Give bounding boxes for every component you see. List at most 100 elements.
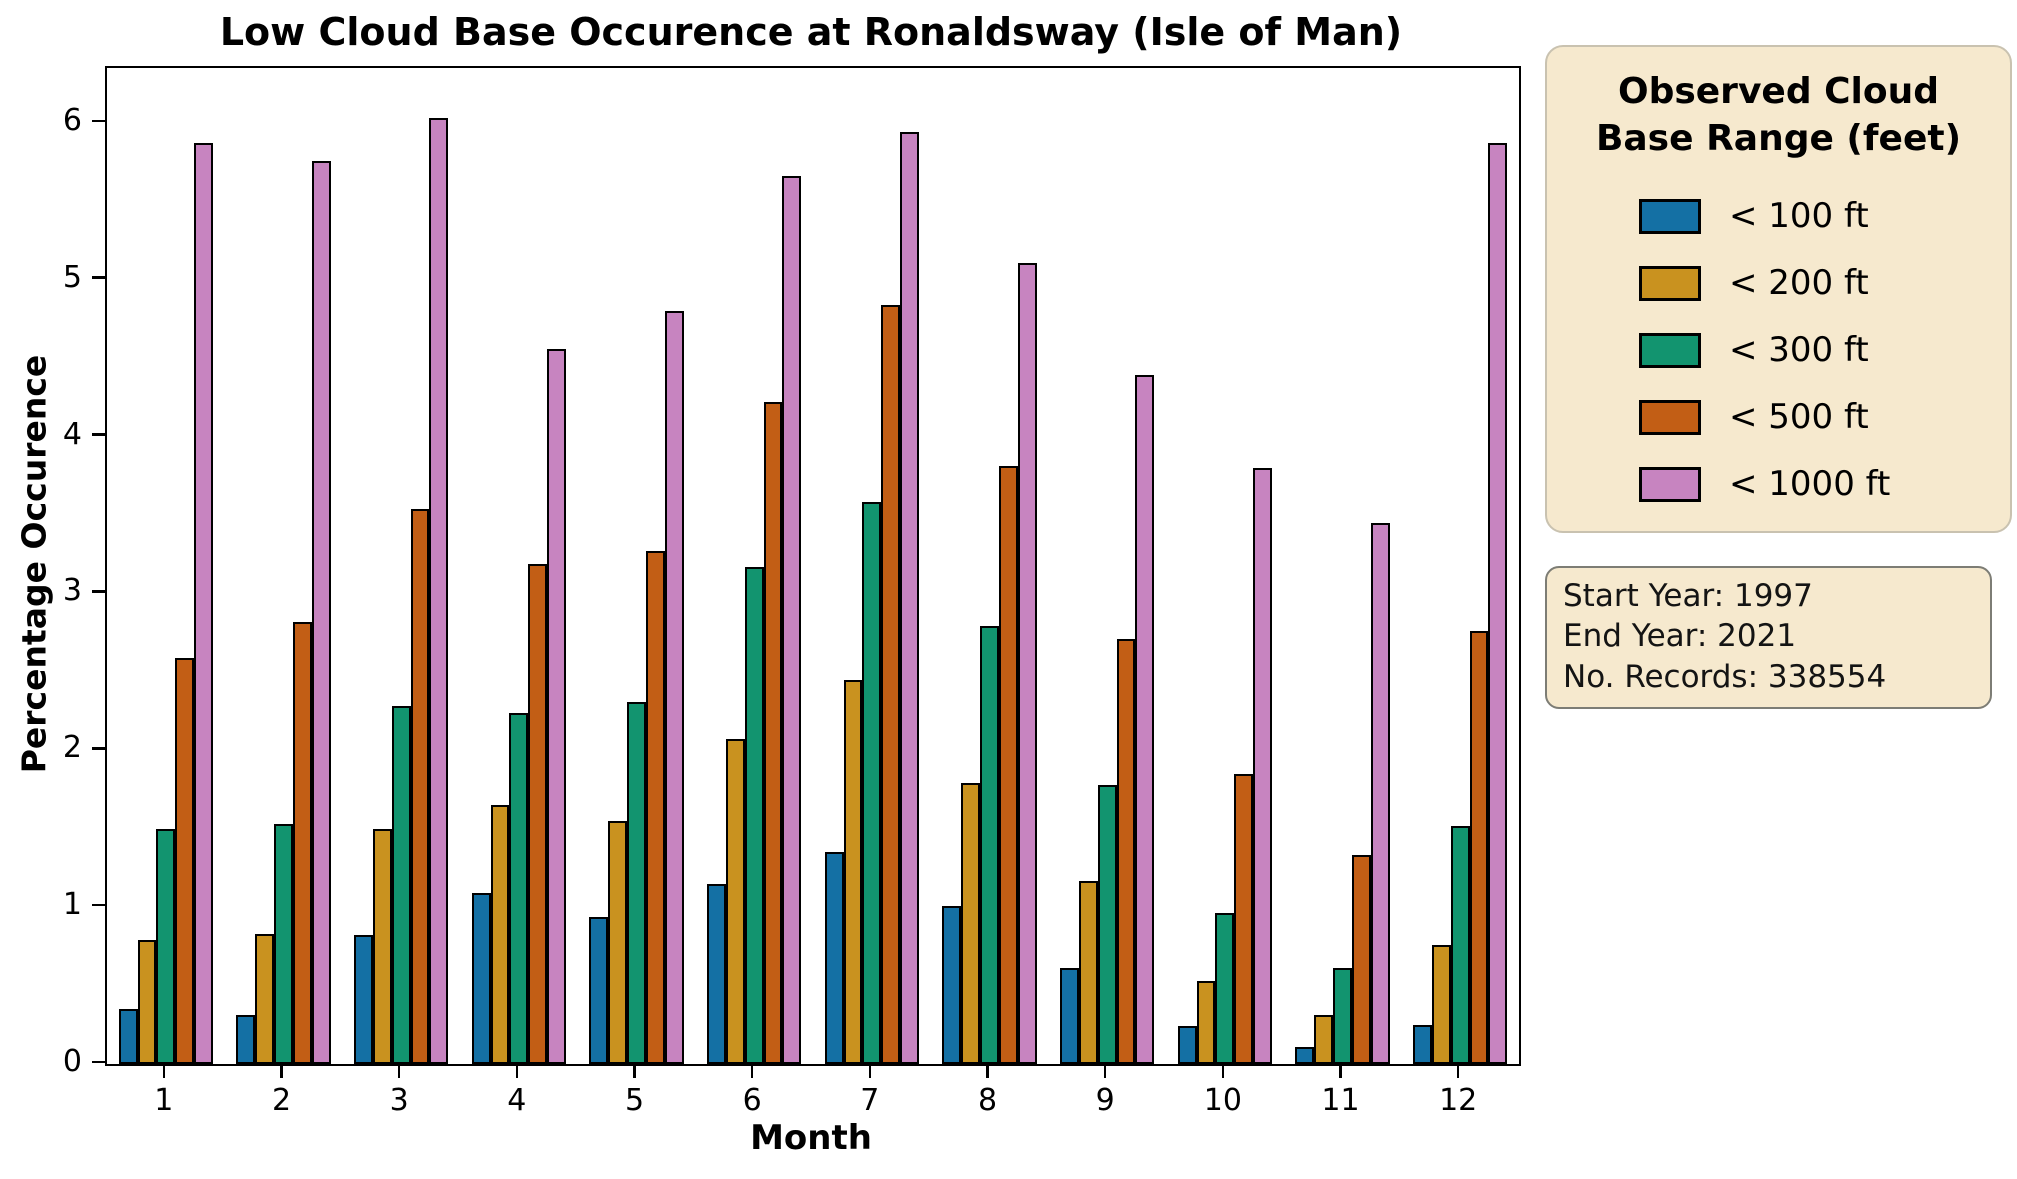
bar-1000ft-month-3 (429, 118, 449, 1064)
bar-300ft-month-12 (1450, 825, 1470, 1064)
legend-swatch (1639, 198, 1701, 234)
x-tick-mark (1456, 1064, 1460, 1078)
bar-300ft-month-2 (274, 824, 293, 1064)
legend-title: Observed Cloud Base Range (feet) (1547, 69, 2010, 163)
y-tick-mark (92, 119, 105, 123)
bar-1000ft-month-6 (782, 176, 802, 1064)
plot-area (105, 66, 1521, 1066)
bar-100ft-month-2 (236, 1015, 256, 1064)
bar-200ft-month-3 (372, 828, 392, 1064)
legend-items: < 100 ft < 200 ft < 300 ft < 500 ft < 1000 f… (1547, 183, 2010, 518)
legend-swatch (1639, 332, 1701, 368)
bar-500ft-month-5 (645, 551, 665, 1064)
bar-300ft-month-6 (744, 566, 764, 1064)
bar-500ft-month-10 (1234, 773, 1254, 1064)
chart-title: Low Cloud Base Occurence at Ronaldsway (… (219, 10, 1403, 54)
y-axis-label: Percentage Occurence (14, 354, 54, 774)
bar-200ft-month-1 (137, 940, 157, 1064)
legend: Observed Cloud Base Range (feet) < 100 f… (1545, 45, 2012, 533)
x-tick-mark (280, 1064, 283, 1078)
legend-item-label: < 300 ft (1729, 330, 1869, 371)
bar-500ft-month-9 (1116, 638, 1136, 1064)
bar-500ft-month-3 (410, 508, 430, 1064)
legend-item: < 300 ft (1547, 317, 2010, 384)
bar-500ft-month-6 (763, 402, 783, 1064)
legend-swatch (1639, 399, 1701, 435)
bar-1000ft-month-5 (664, 311, 684, 1064)
bar-300ft-month-11 (1333, 968, 1352, 1064)
bar-300ft-month-9 (1097, 784, 1117, 1064)
bar-200ft-month-8 (961, 783, 981, 1064)
bar-300ft-month-7 (862, 502, 882, 1064)
bar-500ft-month-12 (1469, 631, 1489, 1064)
x-tick-mark (633, 1064, 636, 1078)
bar-100ft-month-8 (942, 905, 962, 1064)
bar-100ft-month-6 (707, 883, 726, 1064)
x-tick-label: 8 (977, 1083, 998, 1118)
bar-100ft-month-1 (118, 1009, 138, 1064)
bar-500ft-month-4 (528, 563, 548, 1064)
bar-200ft-month-12 (1431, 944, 1451, 1064)
legend-item: < 200 ft (1547, 250, 2010, 317)
x-tick-mark (162, 1064, 166, 1078)
legend-item: < 500 ft (1547, 384, 2010, 451)
bar-1000ft-month-12 (1488, 143, 1508, 1064)
y-tick-mark (92, 1060, 105, 1064)
bar-100ft-month-12 (1413, 1024, 1432, 1064)
bar-200ft-month-9 (1078, 880, 1098, 1064)
bar-200ft-month-5 (608, 820, 628, 1064)
bar-200ft-month-11 (1314, 1015, 1334, 1064)
x-tick-mark (1221, 1064, 1225, 1078)
bar-300ft-month-10 (1215, 913, 1235, 1064)
legend-swatch (1639, 466, 1701, 502)
bar-100ft-month-4 (471, 893, 491, 1064)
x-tick-mark (1339, 1064, 1342, 1078)
info-box: Start Year: 1997 End Year: 2021 No. Record… (1545, 566, 1992, 709)
bar-100ft-month-7 (824, 852, 844, 1064)
legend-item: < 100 ft (1547, 183, 2010, 250)
bar-1000ft-month-8 (1017, 262, 1037, 1064)
x-tick-mark (750, 1064, 754, 1078)
bar-500ft-month-1 (175, 657, 195, 1064)
y-tick-label: 0 (62, 1044, 82, 1079)
bar-300ft-month-3 (391, 706, 411, 1064)
x-tick-label: 11 (1321, 1083, 1360, 1118)
x-tick-label: 1 (154, 1083, 174, 1118)
x-tick-label: 6 (742, 1083, 762, 1118)
x-tick-label: 9 (1095, 1083, 1115, 1118)
legend-item-label: < 200 ft (1729, 263, 1869, 304)
bar-100ft-month-11 (1295, 1046, 1315, 1064)
y-tick-mark (92, 747, 105, 750)
bar-1000ft-month-2 (311, 160, 331, 1064)
y-tick-mark (92, 903, 105, 907)
bar-200ft-month-2 (255, 933, 275, 1064)
legend-item-label: < 100 ft (1729, 196, 1869, 237)
legend-title-line1: Observed Cloud (1617, 71, 1940, 112)
bar-200ft-month-7 (843, 679, 863, 1064)
bar-200ft-month-10 (1196, 980, 1216, 1064)
bar-500ft-month-8 (998, 466, 1018, 1064)
bar-100ft-month-10 (1177, 1026, 1197, 1064)
bar-100ft-month-9 (1060, 968, 1079, 1064)
bar-300ft-month-8 (980, 626, 999, 1064)
x-tick-label: 7 (860, 1083, 880, 1118)
x-tick-label: 4 (507, 1083, 527, 1118)
bar-300ft-month-5 (627, 701, 646, 1064)
info-box-line: Start Year: 1997 (1563, 578, 1813, 614)
x-tick-mark (397, 1064, 401, 1078)
info-box-line: No. Records: 338554 (1563, 658, 1887, 695)
y-tick-mark (92, 590, 105, 593)
info-box-line: End Year: 2021 (1563, 618, 1797, 655)
y-tick-label: 1 (62, 887, 82, 923)
bar-200ft-month-4 (490, 805, 510, 1064)
y-tick-label: 4 (62, 416, 82, 452)
x-tick-mark (986, 1064, 989, 1078)
bar-500ft-month-7 (881, 304, 901, 1064)
x-tick-label: 3 (389, 1083, 409, 1118)
legend-item-label: < 500 ft (1729, 397, 1869, 438)
legend-swatch (1639, 265, 1701, 301)
bar-100ft-month-3 (354, 935, 373, 1064)
legend-item: < 1000 ft (1547, 451, 2010, 518)
bar-1000ft-month-7 (900, 132, 919, 1064)
x-tick-label: 12 (1439, 1083, 1478, 1118)
